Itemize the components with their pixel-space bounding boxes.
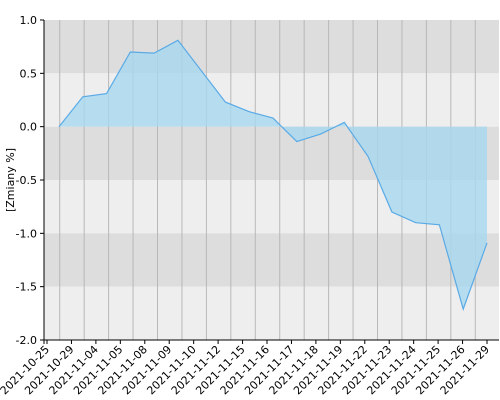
series-line — [58, 39, 488, 312]
area-fill — [59, 40, 487, 310]
y-tick-label: -1.0 — [16, 227, 37, 240]
y-tick-label: 1.0 — [20, 14, 38, 27]
y-tick-label: 0.0 — [20, 121, 38, 134]
y-axis-ticks: 1.0 0.5 0.0 -0.5 -1.0 -1.5 -2.0 — [16, 14, 44, 347]
x-axis-ticks: 2021-10-252021-10-292021-11-042021-11-05… — [0, 340, 492, 397]
background-band — [44, 233, 499, 287]
y-tick-label: 0.5 — [20, 67, 38, 80]
y-tick-label: -0.5 — [16, 174, 37, 187]
y-tick-label: -1.5 — [16, 281, 37, 294]
y-tick-label: -2.0 — [16, 334, 37, 347]
background-band — [44, 20, 499, 74]
background-band — [44, 286, 499, 340]
y-axis-label: [Zmiany %] — [4, 148, 17, 212]
